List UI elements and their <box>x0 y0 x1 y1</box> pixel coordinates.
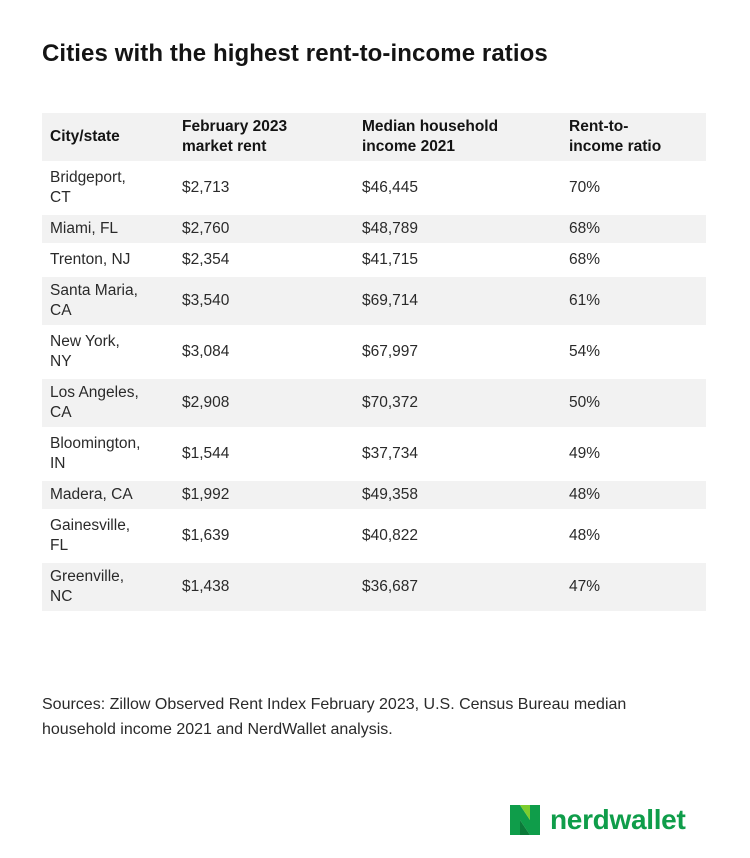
rent-table: City/state February 2023 market rent Medi… <box>42 110 706 614</box>
city-cell: Miami, FL <box>42 215 174 243</box>
rent-cell: $2,908 <box>174 379 354 427</box>
chart-title: Cities with the highest rent-to-income r… <box>42 40 548 67</box>
city-cell: Madera, CA <box>42 481 174 509</box>
income-cell: $37,734 <box>354 430 561 478</box>
rent-cell: $1,992 <box>174 481 354 509</box>
rent-cell: $1,438 <box>174 563 354 611</box>
rent-cell: $3,084 <box>174 328 354 376</box>
ratio-cell: 48% <box>561 512 706 560</box>
rent-cell: $1,544 <box>174 430 354 478</box>
table-row: Miami, FL $2,760 $48,789 68% <box>42 215 706 243</box>
brand-name: nerdwallet <box>550 804 686 835</box>
table-row: New York, NY $3,084 $67,997 54% <box>42 328 706 376</box>
table-header-row: City/state February 2023 market rent Medi… <box>42 113 706 161</box>
income-cell: $36,687 <box>354 563 561 611</box>
income-cell: $40,822 <box>354 512 561 560</box>
table-row: Greenville, NC $1,438 $36,687 47% <box>42 563 706 611</box>
table-row: Gainesville, FL $1,639 $40,822 48% <box>42 512 706 560</box>
table-body: Bridgeport, CT $2,713 $46,445 70% Miami, FL $2… <box>42 164 706 611</box>
income-cell: $67,997 <box>354 328 561 376</box>
rent-cell: $2,354 <box>174 246 354 274</box>
table-row: Bloomington, IN $1,544 $37,734 49% <box>42 430 706 478</box>
ratio-cell: 47% <box>561 563 706 611</box>
city-cell: Los Angeles, CA <box>42 379 174 427</box>
table-row: Madera, CA $1,992 $49,358 48% <box>42 481 706 509</box>
table-row: Los Angeles, CA $2,908 $70,372 50% <box>42 379 706 427</box>
rent-cell: $3,540 <box>174 277 354 325</box>
table-row: Bridgeport, CT $2,713 $46,445 70% <box>42 164 706 212</box>
income-cell: $46,445 <box>354 164 561 212</box>
income-cell: $70,372 <box>354 379 561 427</box>
rent-cell: $2,713 <box>174 164 354 212</box>
brand-logo: nerdwallet <box>508 802 686 838</box>
rent-cell: $2,760 <box>174 215 354 243</box>
city-cell: Trenton, NJ <box>42 246 174 274</box>
city-cell: New York, NY <box>42 328 174 376</box>
column-header: February 2023 market rent <box>174 113 354 161</box>
income-cell: $48,789 <box>354 215 561 243</box>
ratio-cell: 49% <box>561 430 706 478</box>
ratio-cell: 48% <box>561 481 706 509</box>
ratio-cell: 54% <box>561 328 706 376</box>
city-cell: Bridgeport, CT <box>42 164 174 212</box>
sources-note: Sources: Zillow Observed Rent Index Febr… <box>42 696 627 738</box>
income-cell: $49,358 <box>354 481 561 509</box>
ratio-cell: 68% <box>561 215 706 243</box>
ratio-cell: 50% <box>561 379 706 427</box>
income-cell: $41,715 <box>354 246 561 274</box>
table-row: Trenton, NJ $2,354 $41,715 68% <box>42 246 706 274</box>
column-header: City/state <box>42 113 174 161</box>
column-header: Median household income 2021 <box>354 113 561 161</box>
city-cell: Greenville, NC <box>42 563 174 611</box>
income-cell: $69,714 <box>354 277 561 325</box>
nerdwallet-logo-icon <box>510 805 540 835</box>
ratio-cell: 70% <box>561 164 706 212</box>
table-row: Santa Maria, CA $3,540 $69,714 61% <box>42 277 706 325</box>
ratio-cell: 61% <box>561 277 706 325</box>
city-cell: Santa Maria, CA <box>42 277 174 325</box>
rent-cell: $1,639 <box>174 512 354 560</box>
ratio-cell: 68% <box>561 246 706 274</box>
column-header: Rent-to-income ratio <box>561 113 706 161</box>
city-cell: Bloomington, IN <box>42 430 174 478</box>
city-cell: Gainesville, FL <box>42 512 174 560</box>
